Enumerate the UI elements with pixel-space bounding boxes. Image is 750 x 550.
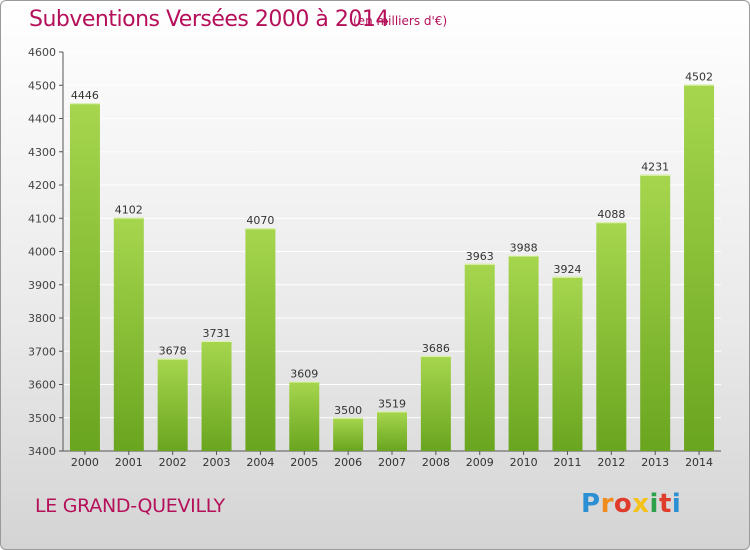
x-tick-label: 2002 [159,456,187,469]
data-label-2008: 3686 [422,342,450,355]
data-label-2012: 4088 [597,208,625,221]
data-label-2005: 3609 [290,368,318,381]
y-tick-label: 4400 [28,113,56,126]
x-tick-label: 2007 [378,456,406,469]
y-tick-label: 4000 [28,246,56,259]
data-label-2004: 4070 [246,214,274,227]
x-tick-label: 2004 [246,456,274,469]
data-label-2002: 3678 [159,345,187,358]
bar-2010 [508,255,539,451]
x-tick-label: 2001 [115,456,143,469]
y-tick-label: 4100 [28,212,56,225]
data-label-2007: 3519 [378,397,406,410]
y-tick-label: 3700 [28,345,56,358]
x-tick-label: 2009 [466,456,494,469]
y-tick-label: 3400 [28,445,56,458]
proxiti-logo: Proxiti [581,489,681,519]
bar-2004 [245,228,276,451]
data-label-2014: 4502 [685,71,713,84]
bar-2011 [552,276,583,451]
label-layer: 4446 4102 3678 3731 4070 3609 3500 3519 3686 3963… [71,71,713,417]
logo-letter: r [600,489,614,519]
bar-2007 [377,411,407,451]
data-label-2013: 4231 [641,161,669,174]
data-label-2001: 4102 [115,204,143,217]
logo-letter: x [632,489,650,519]
x-tick-label: 2006 [334,456,362,469]
data-label-2010: 3988 [510,241,538,254]
y-tick-label: 4200 [28,179,56,192]
bar-2009 [464,263,495,451]
logo-letter: i [671,489,682,519]
x-tick-label: 2008 [422,456,450,469]
bar-2003 [201,340,232,451]
data-label-2000: 4446 [71,89,99,102]
x-tick-label: 2014 [685,456,713,469]
logo-letter: i [649,489,659,519]
bar-2000 [69,103,100,451]
logo-letter: t [658,489,672,519]
x-tick-label: 2011 [553,456,581,469]
bar-2001 [113,217,144,451]
logo-letter: P [581,489,601,519]
bar-2008 [420,355,451,451]
data-label-2006: 3500 [334,404,362,417]
bar-layer [69,84,715,452]
commune-name: LE GRAND-QUEVILLY [35,495,225,517]
y-tick-label: 3600 [28,379,56,392]
y-tick-label: 4300 [28,146,56,159]
chart-unit: (en milliers d'€) [353,14,448,28]
logo-letter: o [613,489,633,519]
x-tick-label: 2012 [597,456,625,469]
x-tick-label: 2010 [510,456,538,469]
x-tick-label: 2000 [71,456,99,469]
data-label-2003: 3731 [203,327,231,340]
bar-2006 [333,417,364,451]
x-tick-label: 2005 [290,456,318,469]
bar-2005 [289,381,320,451]
y-tick-label: 3800 [28,312,56,325]
y-tick-label: 3900 [28,279,56,292]
y-tick-label: 4600 [28,46,56,59]
y-tick-label: 4500 [28,79,56,92]
bar-2013 [640,174,671,451]
y-tick-label: 3500 [28,412,56,425]
bar-2014 [684,84,715,452]
axis-layer: 3400 3500 3600 3700 3800 3900 4000 4100 4200 4300… [28,46,721,469]
data-label-2011: 3924 [553,263,581,276]
x-tick-label: 2003 [203,456,231,469]
bar-2012 [596,222,627,451]
bar-2002 [157,358,188,451]
chart-title: Subventions Versées 2000 à 2014 [29,7,389,32]
data-label-2009: 3963 [466,250,494,263]
x-tick-label: 2013 [641,456,669,469]
